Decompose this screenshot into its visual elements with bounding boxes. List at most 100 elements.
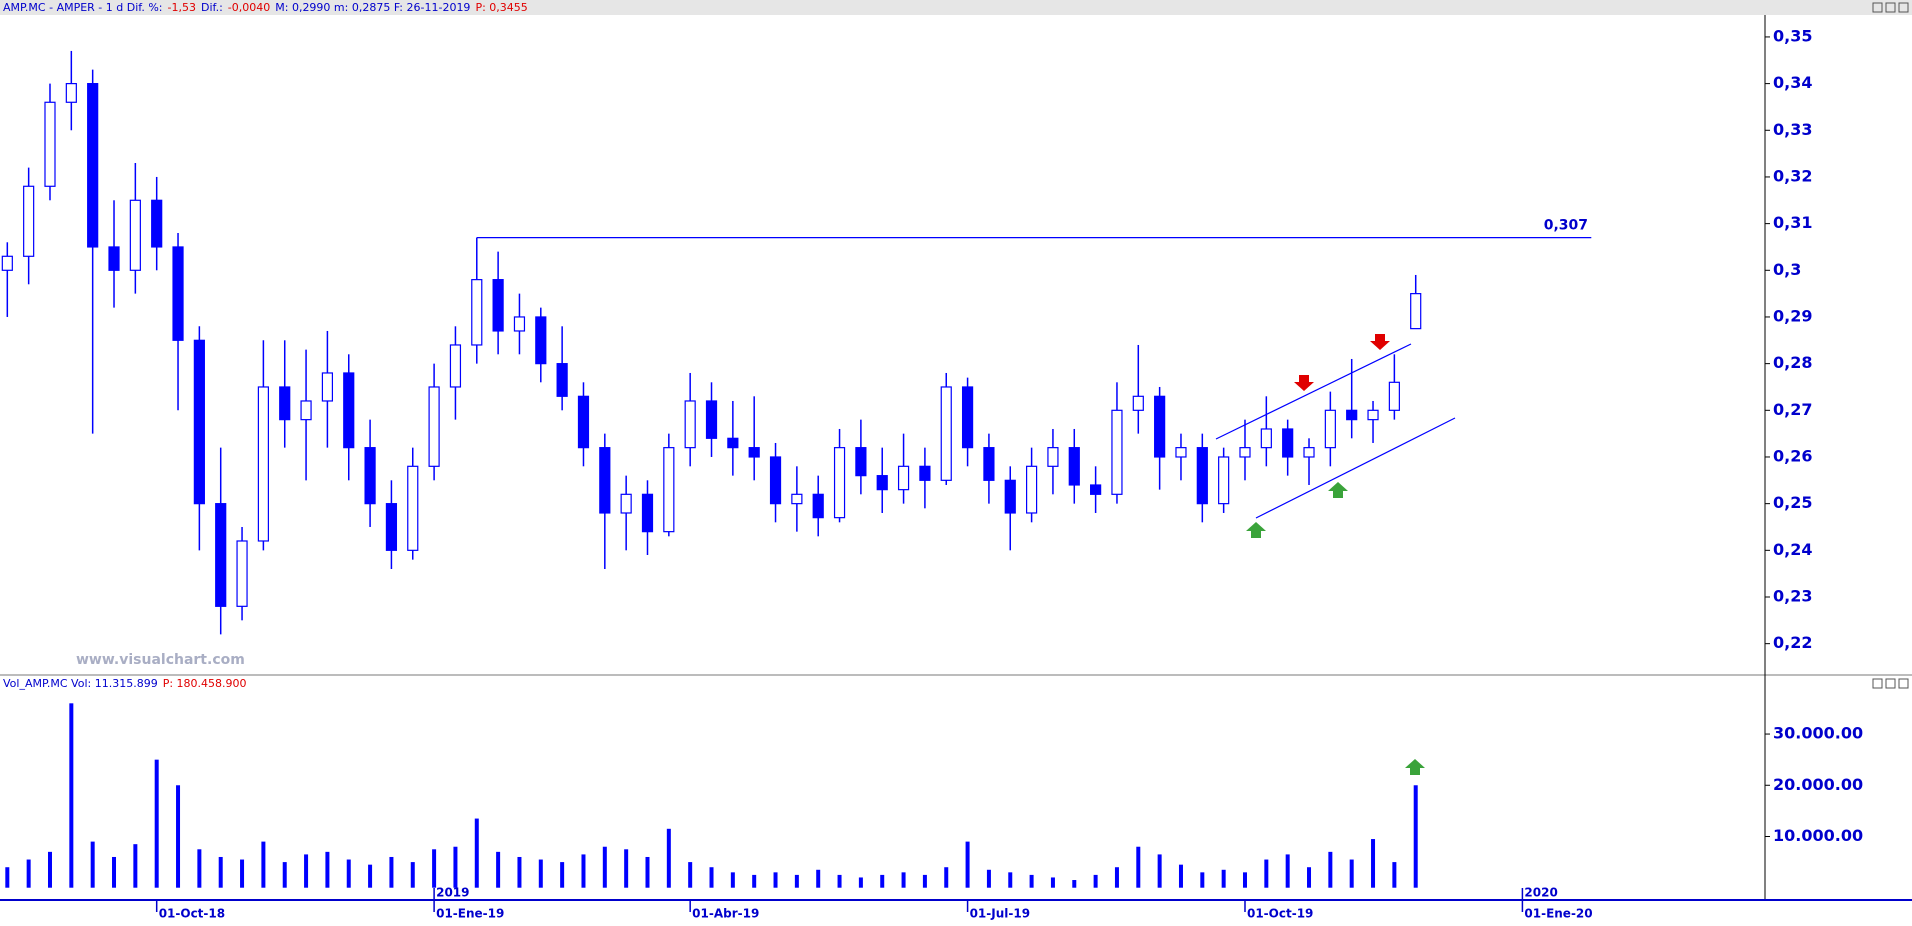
y-tick-label: 30.000.00 xyxy=(1773,724,1863,743)
candle-body xyxy=(321,372,334,402)
volume-bar xyxy=(880,874,885,888)
maximize-button[interactable] xyxy=(1885,678,1896,689)
candle-body xyxy=(1239,447,1251,458)
volume-bar xyxy=(922,874,927,888)
candle-body xyxy=(1175,447,1187,458)
y-tick-label: 0,22 xyxy=(1773,633,1812,652)
volume-bar xyxy=(325,851,330,888)
candle-body xyxy=(65,83,77,103)
candle-body xyxy=(1,255,13,271)
candle-body xyxy=(1282,428,1294,458)
volume-bar xyxy=(176,785,181,888)
x-tick-label: 01-Oct-18 xyxy=(159,907,225,921)
candle-body xyxy=(791,493,803,505)
candle-body xyxy=(1196,447,1208,505)
candle-body xyxy=(428,386,440,467)
volume-bar xyxy=(901,872,906,888)
volume-bar xyxy=(1136,846,1141,888)
minimize-button[interactable] xyxy=(1872,2,1883,13)
x-tick-label: 01-Ene-19 xyxy=(436,907,504,921)
candle-body xyxy=(577,395,590,449)
y-tick-label: 10.000.00 xyxy=(1773,826,1863,845)
candle-body xyxy=(1111,409,1123,495)
volume-bar xyxy=(1114,867,1119,888)
volume-bar xyxy=(517,856,522,888)
candle-body xyxy=(620,493,632,514)
header-text: Vol_AMP.MC Vol: 11.315.899 P: 180.458.900 xyxy=(3,677,247,690)
volume-bar xyxy=(282,862,287,888)
volume-bar xyxy=(1242,872,1247,888)
volume-bar xyxy=(602,846,607,888)
y-tick-label: 0,28 xyxy=(1773,353,1812,372)
header-segment: AMP.MC - AMPER - 1 d Dif. %: xyxy=(3,1,163,14)
candle-body xyxy=(279,386,291,421)
volume-bar xyxy=(560,862,565,888)
close-button[interactable] xyxy=(1898,2,1909,13)
maximize-button[interactable] xyxy=(1885,2,1896,13)
candle-body xyxy=(44,101,56,187)
candle-body xyxy=(919,465,931,481)
minimize-button[interactable] xyxy=(1872,678,1883,689)
volume-bar xyxy=(1349,859,1354,888)
volume-bar xyxy=(1413,785,1418,888)
candle-body xyxy=(1004,479,1016,514)
candle-body xyxy=(705,400,718,439)
year-label: 2019 xyxy=(436,886,469,900)
volume-bar xyxy=(368,864,373,888)
candle-body xyxy=(172,246,184,341)
candle-body xyxy=(1388,381,1400,411)
volume-header-bar xyxy=(0,676,1912,690)
candle-body xyxy=(407,465,419,551)
volume-bar xyxy=(496,851,501,888)
header-segment: -0,0040 xyxy=(228,1,270,14)
y-tick-label: 0,33 xyxy=(1773,120,1812,139)
candle-body xyxy=(108,246,120,271)
volume-bar xyxy=(752,874,757,888)
x-tick-label: 01-Jul-19 xyxy=(970,907,1030,921)
red-down-arrow xyxy=(1370,334,1390,350)
y-tick-label: 0,24 xyxy=(1773,540,1812,559)
candle-body xyxy=(385,503,398,551)
header-segment: P: 0,3455 xyxy=(475,1,527,14)
candle-body xyxy=(87,83,99,248)
volume-bar xyxy=(346,859,351,888)
candle-body xyxy=(1367,409,1379,421)
header-text: AMP.MC - AMPER - 1 d Dif. %: -1,53 Dif.: -0… xyxy=(3,1,528,14)
y-tick-label: 0,35 xyxy=(1773,26,1812,45)
close-button[interactable] xyxy=(1898,678,1909,689)
window-buttons xyxy=(1872,2,1909,689)
candle-body xyxy=(1068,447,1080,486)
volume-bar xyxy=(816,869,821,888)
watermark: www.visualchart.com xyxy=(76,652,245,668)
reference-label: 0,307 xyxy=(1544,218,1588,234)
y-tick-label: 0,27 xyxy=(1773,400,1812,419)
channel-upper-line xyxy=(1215,343,1412,440)
y-tick-label: 0,34 xyxy=(1773,73,1812,92)
header-segment: M: 0,2990 m: 0,2875 F: 26-11-2019 xyxy=(275,1,470,14)
header-bar xyxy=(0,0,1912,15)
candle-body xyxy=(1154,395,1166,458)
volume-bar xyxy=(1371,839,1376,888)
candle-body xyxy=(300,400,312,421)
volume-bar xyxy=(1072,880,1077,888)
volume-bar xyxy=(1221,869,1226,888)
candle-body xyxy=(492,279,504,332)
y-tick-label: 0,31 xyxy=(1773,213,1812,232)
green-up-arrow xyxy=(1246,522,1266,538)
annotation-arrows xyxy=(1246,334,1425,775)
candle-body xyxy=(343,372,355,449)
candle-body xyxy=(641,493,654,533)
red-down-arrow xyxy=(1294,375,1314,391)
volume-bar xyxy=(1050,877,1055,888)
volume-bar xyxy=(240,859,245,888)
volume-bar xyxy=(965,841,970,888)
volume-bar xyxy=(133,844,138,888)
candle-body xyxy=(1026,465,1038,514)
candle-body xyxy=(1090,484,1102,495)
volume-bar xyxy=(773,872,778,888)
volume-bar xyxy=(5,867,10,888)
year-label: 2020 xyxy=(1524,886,1557,900)
volume-bar xyxy=(1307,867,1312,888)
candle-body xyxy=(897,465,910,491)
